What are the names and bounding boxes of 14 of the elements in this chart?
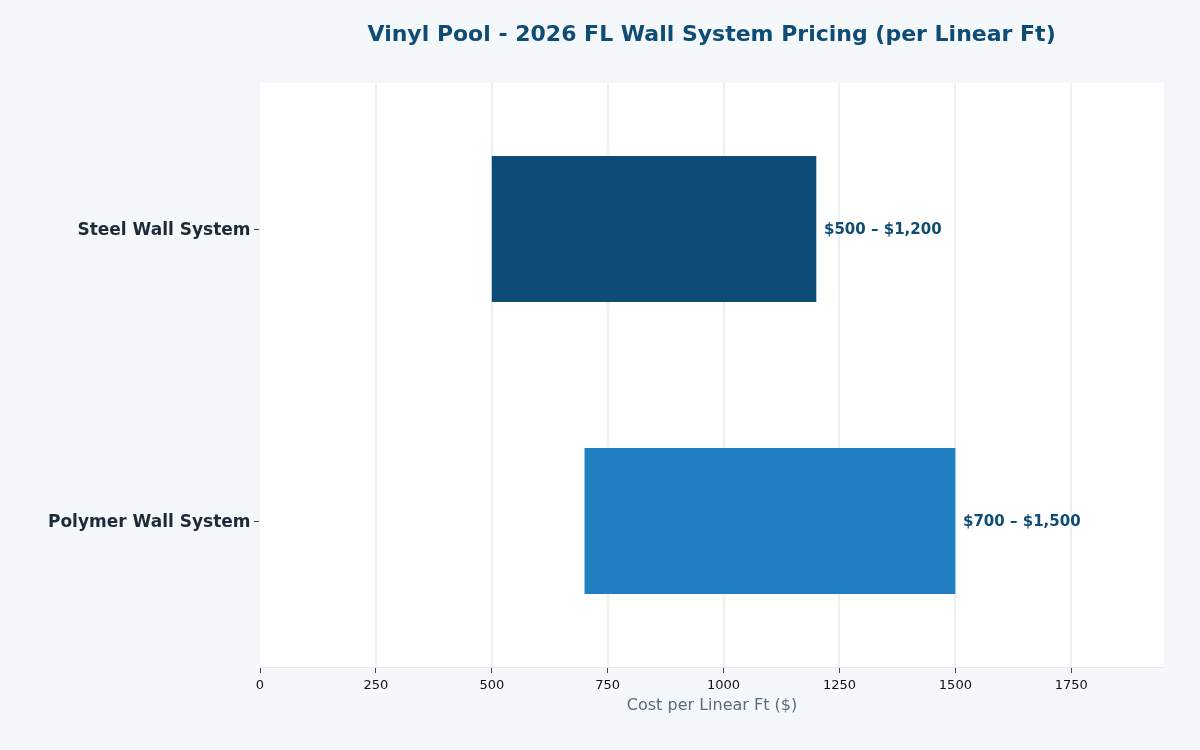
chart-title: Vinyl Pool - 2026 FL Wall System Pricing (per Linear Ft) [367, 21, 1056, 47]
x-tick-label: 1500 [938, 676, 972, 692]
x-tick-label: 500 [479, 676, 505, 692]
x-tick-label: 1250 [822, 676, 857, 692]
x-tick-label: 750 [595, 676, 621, 692]
y-tick-label: Steel Wall System [77, 218, 251, 239]
annotation: $700 – $1,500 [963, 512, 1081, 530]
x-axis-title: Cost per Linear Ft ($) [626, 695, 798, 715]
x-tick-label: 0 [255, 676, 265, 692]
x-tick-label: 1000 [707, 676, 741, 692]
x-tick-label: 1750 [1054, 676, 1088, 692]
annotation: $500 – $1,200 [824, 220, 942, 238]
x-tick-label: 250 [363, 676, 389, 692]
y-tick-label: Polymer Wall System [47, 510, 251, 531]
